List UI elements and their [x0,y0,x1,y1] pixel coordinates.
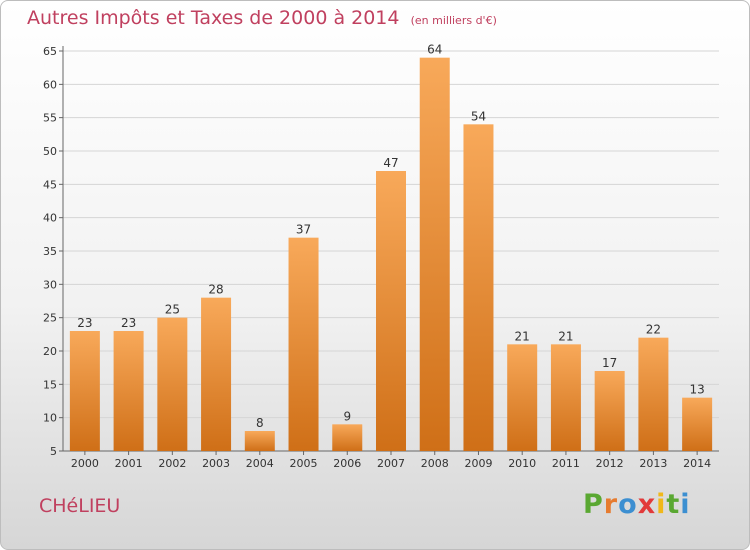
bar-value-label: 21 [558,329,573,343]
logo-letter: r [603,489,619,520]
bar [638,337,669,451]
bar [332,424,363,451]
x-tick-label: 2010 [508,457,536,470]
logo-letter: o [618,489,638,520]
bar [157,317,188,451]
bar-value-label: 37 [296,223,311,237]
y-tick-label: 60 [43,78,57,91]
y-tick-label: 20 [43,345,57,358]
chart-title: Autres Impôts et Taxes de 2000 à 2014 [27,7,400,29]
x-tick-label: 2003 [202,457,230,470]
bar-value-label: 9 [343,409,351,423]
y-tick-label: 45 [43,178,57,191]
bar-value-label: 23 [77,316,92,330]
bar [594,371,625,451]
y-tick-label: 50 [43,145,57,158]
bar-value-label: 17 [602,356,617,370]
chart-unit: (en milliers d'€) [410,14,497,27]
bar [376,171,406,451]
y-tick-label: 55 [43,112,57,125]
y-tick-label: 30 [43,278,57,291]
x-tick-label: 2009 [464,457,492,470]
proxiti-logo: Proxiti [583,489,691,520]
bar [288,237,319,451]
bar [201,297,232,451]
x-tick-label: 2004 [246,457,274,470]
logo-letter: t [666,489,681,520]
bar-value-label: 13 [689,383,704,397]
y-tick-label: 15 [43,378,57,391]
bar-value-label: 8 [256,416,264,430]
y-tick-label: 10 [43,412,57,425]
bar [244,431,275,451]
x-tick-label: 2014 [683,457,711,470]
bar [550,344,581,451]
commune-name: CHéLIEU [39,495,121,517]
bar-value-label: 22 [646,323,661,337]
bar [113,331,144,451]
x-tick-label: 2008 [421,457,449,470]
x-tick-label: 2011 [552,457,580,470]
x-tick-label: 2001 [115,457,143,470]
y-tick-label: 40 [43,212,57,225]
bar [463,124,494,451]
bar-value-label: 23 [121,316,136,330]
bar-value-label: 28 [208,283,223,297]
chart-title-block: Autres Impôts et Taxes de 2000 à 2014 (e… [27,7,497,29]
logo-letter: i [656,489,667,520]
bar-value-label: 25 [165,303,180,317]
x-tick-label: 2007 [377,457,405,470]
y-tick-label: 35 [43,245,57,258]
bar-value-label: 47 [383,156,398,170]
bar-value-label: 21 [515,329,530,343]
logo-letter: x [637,489,657,520]
x-tick-label: 2002 [158,457,186,470]
bar-value-label: 64 [427,43,442,57]
x-tick-label: 2012 [596,457,624,470]
bar [682,397,713,451]
x-tick-label: 2000 [71,457,99,470]
y-tick-label: 65 [43,45,57,58]
logo-letter: P [583,489,604,520]
bar [69,331,100,451]
x-tick-label: 2006 [333,457,361,470]
x-tick-label: 2013 [639,457,667,470]
bar-value-label: 54 [471,109,486,123]
y-tick-label: 25 [43,312,57,325]
bar [507,344,538,451]
y-tick-label: 5 [50,445,57,458]
logo-letter: i [680,489,691,520]
bar [419,57,450,452]
x-tick-label: 2005 [290,457,318,470]
